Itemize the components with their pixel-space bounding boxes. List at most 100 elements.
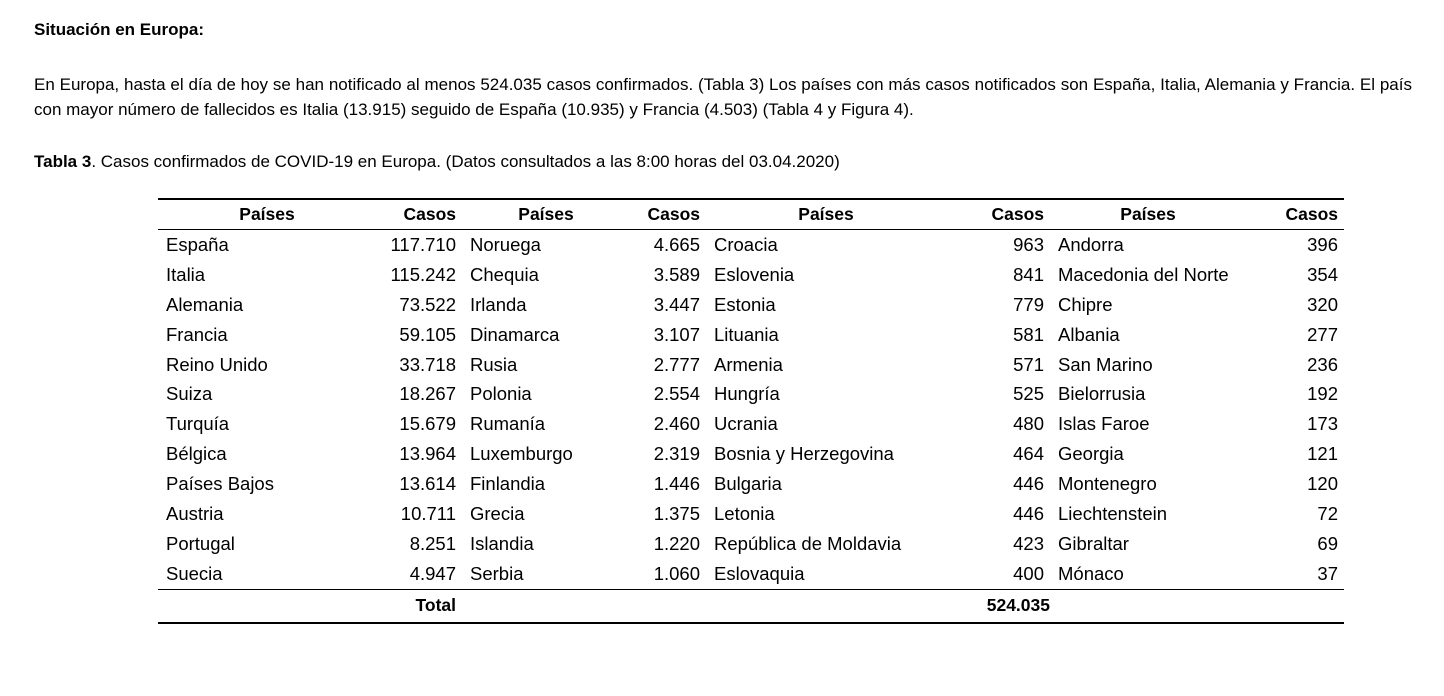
country-name: Eslovenia <box>714 263 795 285</box>
header-cases: Casos <box>1285 204 1338 224</box>
case-count: 236 <box>1307 353 1338 375</box>
table-row: España 117.710 Noruega 4.665 Croacia 963 Andor… <box>158 230 1344 260</box>
country-name: Rumanía <box>470 413 546 435</box>
table-row: Austria 10.711 Grecia 1.375 Letonia 446 Liecht… <box>158 499 1344 529</box>
table-row: Italia 115.242 Chequia 3.589 Eslovenia 841 Mac… <box>158 260 1344 290</box>
country-name: Bulgaria <box>714 473 782 495</box>
case-count: 18.267 <box>399 383 456 405</box>
country-name: Albania <box>1058 323 1120 345</box>
country-name: Chequia <box>470 263 539 285</box>
case-count: 446 <box>1013 502 1044 524</box>
country-name: España <box>166 233 229 255</box>
country-name: Bielorrusia <box>1058 383 1146 405</box>
country-name: Suiza <box>166 383 213 405</box>
country-name: Mónaco <box>1058 562 1124 584</box>
case-count: 963 <box>1013 233 1044 255</box>
case-count: 173 <box>1307 413 1338 435</box>
case-count: 13.964 <box>399 443 456 465</box>
country-name: Chipre <box>1058 293 1113 315</box>
country-name: Grecia <box>470 502 525 524</box>
case-count: 73.522 <box>399 293 456 315</box>
table-body: España 117.710 Noruega 4.665 Croacia 963 Andor… <box>158 230 1344 590</box>
table-row: Suiza 18.267 Polonia 2.554 Hungría 525 Bielorr… <box>158 379 1344 409</box>
country-name: República de Moldavia <box>714 532 902 554</box>
country-name: Luxemburgo <box>470 443 573 465</box>
case-count: 2.319 <box>653 443 700 465</box>
case-count: 13.614 <box>399 473 456 495</box>
country-name: Suecia <box>166 562 223 584</box>
country-name: Hungría <box>714 383 780 405</box>
country-name: Austria <box>166 502 224 524</box>
case-count: 8.251 <box>409 532 456 554</box>
header-cases: Casos <box>403 204 456 224</box>
country-name: Finlandia <box>470 473 546 495</box>
case-count: 3.107 <box>653 323 700 345</box>
country-name: Países Bajos <box>166 473 274 495</box>
country-name: Dinamarca <box>470 323 560 345</box>
total-label: Total <box>415 595 456 616</box>
table-row: Reino Unido 33.718 Rusia 2.777 Armenia 571 San… <box>158 350 1344 380</box>
case-count: 571 <box>1013 353 1044 375</box>
case-count: 1.375 <box>653 502 700 524</box>
total-row: Total 524.035 <box>158 589 1344 623</box>
table-caption: Tabla 3. Casos confirmados de COVID-19 e… <box>34 150 1412 174</box>
case-count: 4.947 <box>409 562 456 584</box>
country-name: Francia <box>166 323 228 345</box>
country-name: Bélgica <box>166 443 227 465</box>
case-count: 446 <box>1013 473 1044 495</box>
table-row: Suecia 4.947 Serbia 1.060 Eslovaquia 400 Mónac… <box>158 559 1344 589</box>
table-header-row: Países Casos Países Casos Países Casos P… <box>158 199 1344 230</box>
country-name: Turquía <box>166 413 230 435</box>
country-name: Serbia <box>470 562 524 584</box>
country-name: San Marino <box>1058 353 1153 375</box>
case-count: 423 <box>1013 532 1044 554</box>
table-row: Bélgica 13.964 Luxemburgo 2.319 Bosnia y Her… <box>158 439 1344 469</box>
summary-paragraph: En Europa, hasta el día de hoy se han no… <box>34 75 1412 119</box>
case-count: 2.777 <box>653 353 700 375</box>
case-count: 117.710 <box>390 233 457 255</box>
case-count: 192 <box>1307 383 1338 405</box>
table-row: Portugal 8.251 Islandia 1.220 República de M… <box>158 529 1344 559</box>
case-count: 396 <box>1307 233 1338 255</box>
country-name: Ucrania <box>714 413 778 435</box>
case-count: 37 <box>1317 562 1338 584</box>
country-name: Andorra <box>1058 233 1124 255</box>
case-count: 1.446 <box>653 473 700 495</box>
document-page: Situación en Europa: En Europa, hasta el… <box>34 18 1412 174</box>
country-name: Islas Faroe <box>1058 413 1150 435</box>
case-count: 33.718 <box>399 353 456 375</box>
country-name: Polonia <box>470 383 532 405</box>
total-value: 524.035 <box>986 595 1050 616</box>
country-name: Islandia <box>470 532 534 554</box>
case-count: 277 <box>1307 323 1338 345</box>
case-count: 59.105 <box>399 323 456 345</box>
country-name: Alemania <box>166 293 244 315</box>
cases-table: Países Casos Países Casos Países Casos P… <box>158 198 1344 624</box>
case-count: 581 <box>1013 323 1044 345</box>
case-count: 1.060 <box>653 562 700 584</box>
header-cases: Casos <box>991 204 1044 224</box>
case-count: 15.679 <box>399 413 456 435</box>
header-countries: Países <box>798 204 854 224</box>
country-name: Portugal <box>166 532 235 554</box>
case-count: 354 <box>1307 263 1338 285</box>
country-name: Reino Unido <box>166 353 268 375</box>
header-cases: Casos <box>647 204 700 224</box>
case-count: 121 <box>1307 443 1338 465</box>
country-name: Rusia <box>470 353 518 375</box>
table-row: Francia 59.105 Dinamarca 3.107 Lituania 581 Al… <box>158 320 1344 350</box>
case-count: 69 <box>1317 532 1338 554</box>
country-name: Letonia <box>714 502 775 524</box>
case-count: 120 <box>1307 473 1338 495</box>
case-count: 320 <box>1307 293 1338 315</box>
country-name: Estonia <box>714 293 776 315</box>
case-count: 1.220 <box>653 532 700 554</box>
case-count: 480 <box>1013 413 1044 435</box>
table-caption-text: . Casos confirmados de COVID-19 en Europ… <box>91 152 840 171</box>
country-name: Italia <box>166 263 206 285</box>
country-name: Eslovaquia <box>714 562 805 584</box>
table-row: Turquía 15.679 Rumanía 2.460 Ucrania 480 Islas… <box>158 409 1344 439</box>
case-count: 464 <box>1013 443 1044 465</box>
case-count: 3.589 <box>653 263 700 285</box>
case-count: 4.665 <box>653 233 700 255</box>
